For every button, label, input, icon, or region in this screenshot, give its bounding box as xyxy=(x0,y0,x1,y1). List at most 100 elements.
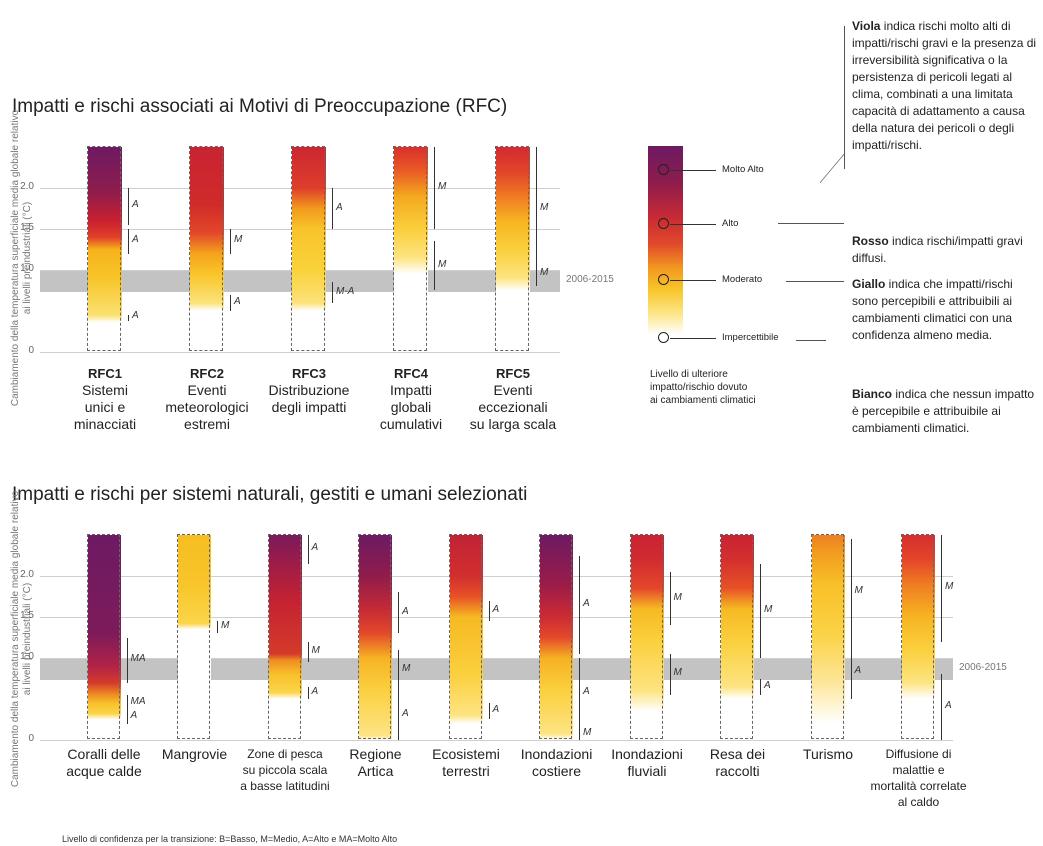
category-label: Regione Artica xyxy=(316,746,436,780)
rfc-y-axis-label: Cambiamento della temperatura superficia… xyxy=(10,109,33,407)
confidence-label: A xyxy=(583,597,590,609)
risk-bar xyxy=(190,147,224,352)
confidence-label: M xyxy=(673,591,682,603)
risk-bar xyxy=(394,147,428,352)
legend-title: Livello di ulteriore impatto/rischio dov… xyxy=(650,369,756,406)
category-label-line: unici e xyxy=(84,399,126,415)
confidence-label: M xyxy=(402,663,411,675)
y-tick-label: 1.5 xyxy=(20,610,34,621)
confidence-label: M xyxy=(540,267,549,279)
category-label-line: Eventi xyxy=(493,382,533,398)
risk-bar xyxy=(811,535,845,740)
rfc-name: RFC5 xyxy=(496,366,530,381)
category-label-line: al caldo xyxy=(897,795,940,809)
category-label-line: fluviali xyxy=(627,763,667,779)
transition-bracket xyxy=(434,147,435,229)
transition-bracket xyxy=(332,282,333,303)
category-label-line: Distribuzione xyxy=(268,382,350,398)
transition-bracket xyxy=(230,229,231,254)
risk-bar xyxy=(178,535,211,740)
y-tick-label: 0 xyxy=(28,733,34,744)
transition-bracket xyxy=(126,694,128,712)
note-rosso: Rosso indica rischi/impatti gravi diffus… xyxy=(852,234,1023,265)
confidence-label: A xyxy=(132,234,139,246)
category-label-line: acque calde xyxy=(66,763,142,779)
transition-bracket xyxy=(398,649,399,691)
category-label: Eventi eccezionali su larga scala xyxy=(453,382,573,433)
category-label-line: Sistemi xyxy=(82,382,128,398)
confidence-label: M xyxy=(438,258,447,270)
confidence-label: A xyxy=(402,708,409,720)
category-label-line: cumulativi xyxy=(379,416,443,432)
confidence-label: A xyxy=(402,605,409,617)
risk-bar xyxy=(359,535,392,740)
category-label-line: terrestri xyxy=(442,763,490,779)
category-label-line: Ecosistemi xyxy=(432,746,500,762)
category-label-line: Diffusione di xyxy=(885,747,952,761)
risk-bar xyxy=(902,535,935,740)
y-tick-label: 2.0 xyxy=(20,569,34,580)
category-label: Mangrovie xyxy=(135,746,255,763)
category-label: Resa dei raccolti xyxy=(678,746,798,780)
confidence-label: A xyxy=(336,201,343,213)
y-tick-label: 1.0 xyxy=(20,263,34,274)
connector-rosso xyxy=(778,223,844,240)
risk-bar xyxy=(88,147,122,352)
transition-bracket xyxy=(941,674,942,740)
category-label-line: Coralli delle xyxy=(67,746,141,762)
confidence-label: M xyxy=(311,644,320,656)
category-label-line: su larga scala xyxy=(469,416,557,432)
category-label: Turismo xyxy=(768,746,888,763)
legend-level-line xyxy=(670,224,716,225)
transition-bracket xyxy=(128,315,129,322)
confidence-label: M xyxy=(945,581,954,593)
systems-y-axis-label: Cambiamento della temperatura superficia… xyxy=(10,490,33,788)
gridline xyxy=(40,576,953,577)
transition-bracket xyxy=(332,188,333,229)
category-label-line: a basse latitudini xyxy=(240,779,330,793)
risk-bar xyxy=(496,147,530,352)
reference-band-label: 2006-2015 xyxy=(566,274,614,286)
category-label: Diffusione di malattie e mortalità correla… xyxy=(859,746,979,810)
gridline xyxy=(40,352,560,353)
risk-bar xyxy=(449,535,483,740)
y-tick-label: 0 xyxy=(28,345,34,356)
transition-bracket xyxy=(398,690,399,740)
confidence-label: A xyxy=(492,603,500,615)
legend-level-marker xyxy=(658,332,669,343)
category-label-line: Artica xyxy=(357,763,394,779)
category-label-line: meteorologici xyxy=(165,399,249,415)
legend-level-line xyxy=(670,170,716,171)
risk-level-legend-bar xyxy=(648,146,683,351)
confidence-label: MA xyxy=(130,696,146,708)
y-tick-label: 1.5 xyxy=(20,222,34,233)
category-label-line: globali xyxy=(390,399,432,415)
confidence-footnote: Livello di confidenza per la transizione… xyxy=(62,834,398,844)
category-label-line: su piccola scala xyxy=(242,763,328,777)
rfc-name: RFC3 xyxy=(292,366,326,381)
transition-bracket xyxy=(307,535,309,564)
category-label-line: minacciati xyxy=(73,416,137,432)
legend-level-label: Molto Alto xyxy=(722,164,764,175)
confidence-label: M xyxy=(438,181,447,192)
transition-bracket xyxy=(941,535,942,642)
category-label-line: mortalità correlate xyxy=(870,779,967,793)
transition-bracket xyxy=(760,563,761,658)
legend-level-marker xyxy=(658,218,669,229)
confidence-label: A xyxy=(854,665,862,677)
category-label-line: Inondazioni xyxy=(611,746,683,762)
connector-giallo xyxy=(786,281,844,283)
risk-bar xyxy=(87,535,121,740)
transition-bracket xyxy=(850,539,852,646)
transition-bracket xyxy=(398,592,399,634)
y-tick-label: 1.0 xyxy=(20,651,34,662)
confidence-label: A xyxy=(583,685,590,697)
category-label-line: Inondazioni xyxy=(520,746,593,762)
connector-viola xyxy=(786,26,845,169)
category-label: Impatti globali cumulativi xyxy=(351,382,471,433)
confidence-label: A xyxy=(311,542,319,554)
transition-bracket xyxy=(669,571,671,626)
transition-bracket xyxy=(850,645,852,699)
connector-bianco xyxy=(796,340,826,397)
transition-bracket xyxy=(536,147,537,270)
